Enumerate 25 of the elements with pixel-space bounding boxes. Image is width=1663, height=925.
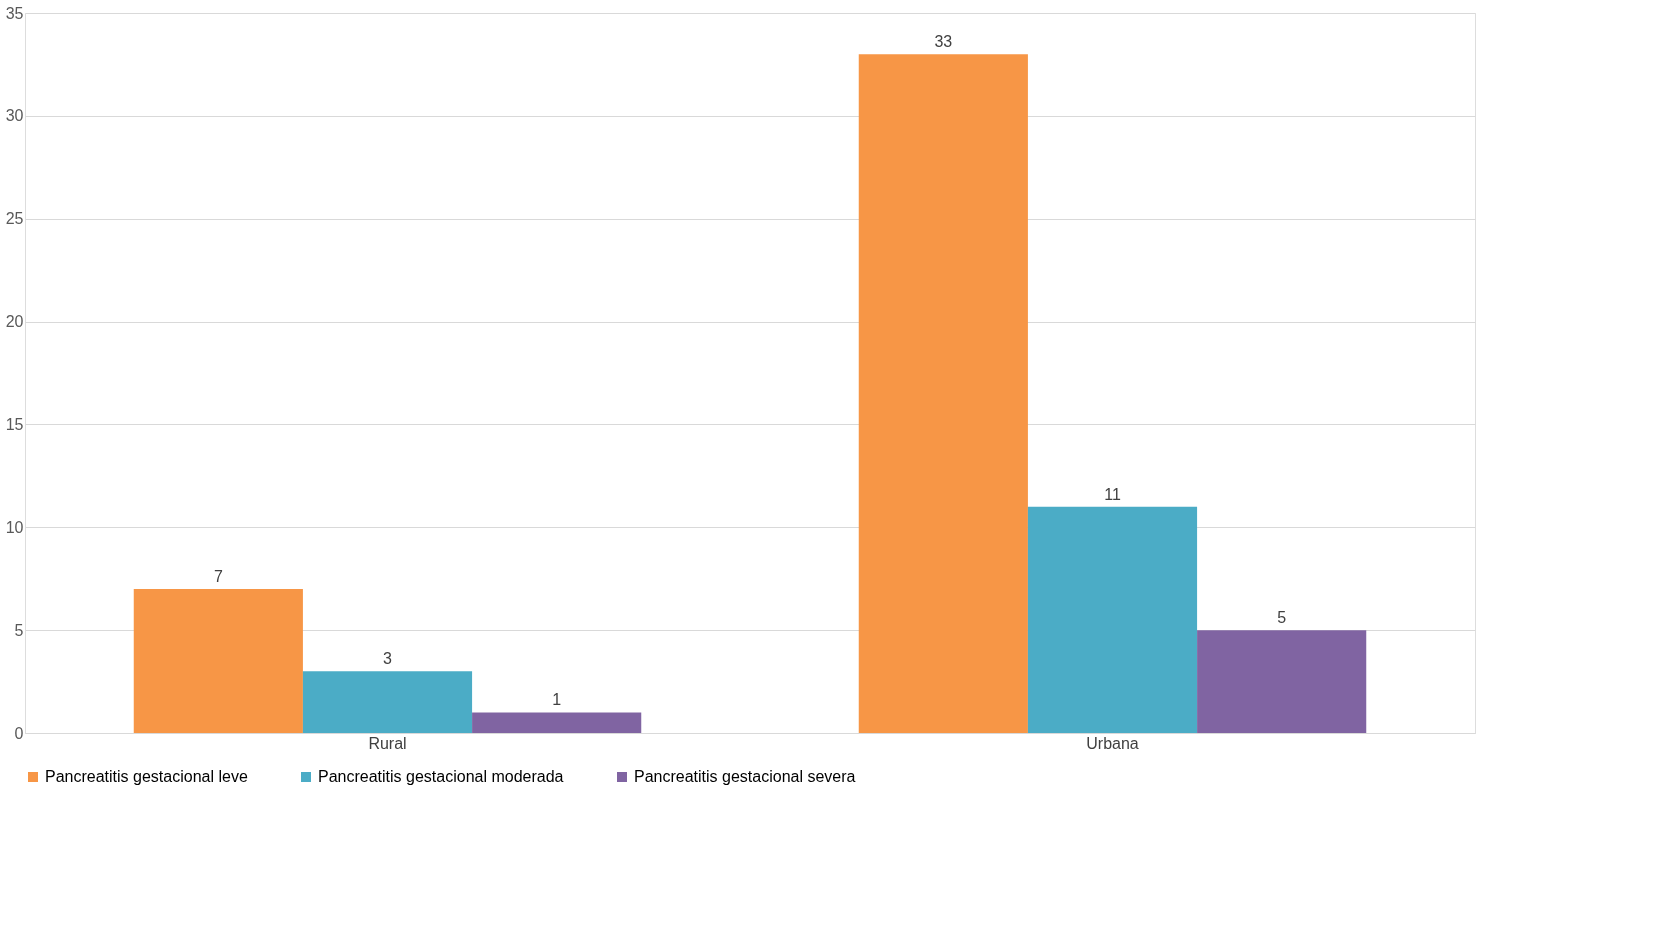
y-tick-label: 20 xyxy=(5,313,24,331)
x-tick-label: Urbana xyxy=(1086,734,1139,752)
bar xyxy=(858,54,1028,733)
bar xyxy=(1027,506,1198,733)
data-label: 3 xyxy=(383,650,393,668)
data-label: 1 xyxy=(552,691,562,709)
y-tick-label: 35 xyxy=(5,4,24,22)
data-label: 7 xyxy=(213,568,223,585)
y-tick-label: 15 xyxy=(5,415,24,433)
bar xyxy=(302,671,473,733)
legend-label: Pancreatitis gestacional severa xyxy=(634,768,856,785)
data-label: 5 xyxy=(1277,609,1287,627)
y-tick-label: 25 xyxy=(5,210,24,228)
bar xyxy=(133,589,303,733)
bar xyxy=(1197,630,1367,733)
y-tick-label: 0 xyxy=(14,724,24,742)
y-tick-label: 5 xyxy=(14,621,24,639)
legend-label: Pancreatitis gestacional moderada xyxy=(318,768,564,785)
bar xyxy=(472,712,642,733)
data-label: 33 xyxy=(934,33,953,51)
y-tick-label: 10 xyxy=(5,518,24,536)
x-tick-label: Rural xyxy=(368,734,407,752)
y-tick-label: 30 xyxy=(5,107,24,125)
data-label: 11 xyxy=(1104,485,1121,503)
legend-label: Pancreatitis gestacional leve xyxy=(45,768,248,785)
